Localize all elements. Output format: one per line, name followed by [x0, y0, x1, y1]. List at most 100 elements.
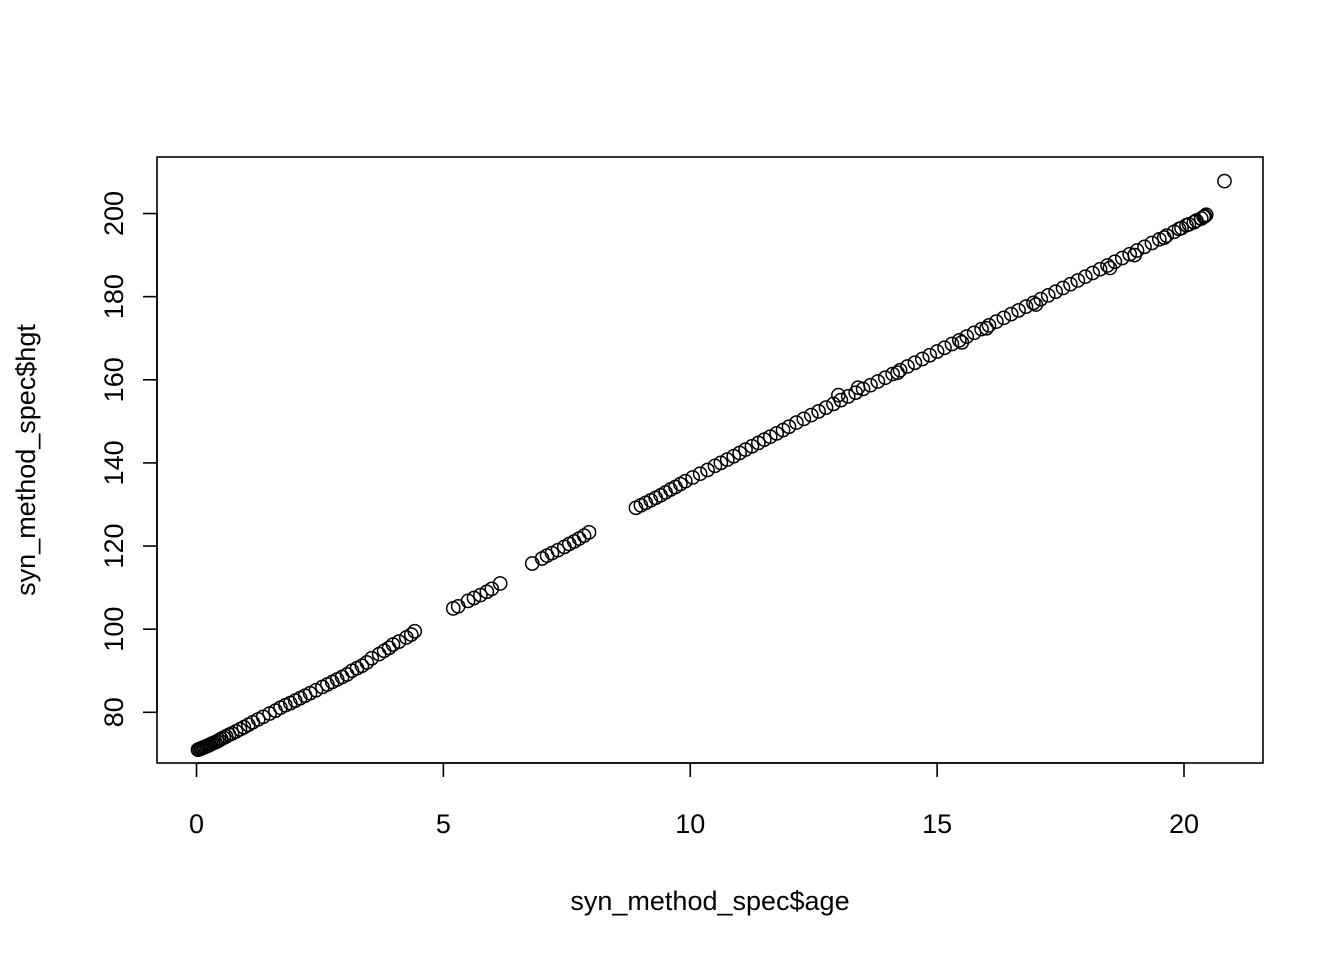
data-point: [566, 534, 582, 549]
data-point: [1070, 273, 1086, 288]
data-point: [1171, 221, 1187, 237]
data-point: [850, 380, 866, 396]
y-axis: 80 100 120 140 160 180 200: [99, 191, 158, 727]
data-point: [1003, 306, 1019, 322]
data-points: [190, 173, 1232, 758]
data-point: [673, 476, 688, 492]
data-point: [892, 362, 908, 378]
data-point: [581, 524, 597, 540]
data-point: [1159, 228, 1175, 243]
data-point: [951, 332, 967, 348]
x-tick-label: 15: [922, 809, 952, 839]
data-point: [796, 411, 812, 427]
y-tick-label: 120: [99, 524, 129, 569]
data-point: [1122, 246, 1138, 262]
data-point: [900, 359, 915, 374]
data-point: [492, 576, 508, 591]
data-point: [359, 655, 375, 670]
data-point: [466, 590, 482, 606]
data-point: [996, 310, 1012, 326]
data-point: [1156, 230, 1172, 245]
data-point: [700, 462, 715, 478]
data-point: [658, 485, 673, 500]
x-tick-label: 20: [1169, 809, 1199, 839]
data-point: [391, 634, 407, 649]
data-point: [1092, 261, 1108, 277]
data-point: [1193, 211, 1209, 226]
data-point: [484, 581, 500, 597]
x-axis-label: syn_method_spec$age: [570, 886, 849, 916]
x-tick-label: 0: [189, 809, 204, 839]
data-point: [979, 320, 994, 336]
y-tick-label: 80: [99, 697, 129, 727]
data-point: [1028, 297, 1044, 312]
data-point: [1102, 260, 1118, 276]
data-point: [1100, 258, 1115, 273]
data-point: [890, 365, 905, 381]
data-point: [840, 389, 856, 404]
data-point: [403, 627, 419, 642]
data-point: [1033, 291, 1049, 307]
data-point: [789, 415, 804, 430]
data-point: [1055, 280, 1071, 296]
data-point: [1186, 214, 1202, 230]
data-point: [877, 370, 893, 386]
data-point: [364, 650, 380, 666]
data-point: [1011, 303, 1026, 318]
data-point: [974, 321, 989, 337]
y-tick-label: 180: [99, 274, 129, 319]
data-point: [1197, 208, 1213, 224]
data-point: [1063, 276, 1078, 292]
data-point: [781, 419, 797, 435]
y-axis-label: syn_method_spec$hgt: [11, 324, 41, 596]
x-tick-label: 5: [436, 809, 451, 839]
data-point: [966, 325, 982, 341]
x-tick-label: 10: [675, 809, 705, 839]
data-point: [929, 344, 945, 359]
y-tick-label: 140: [99, 440, 129, 485]
data-point: [668, 479, 683, 495]
data-point: [1217, 173, 1232, 189]
y-tick-label: 160: [99, 357, 129, 402]
data-point: [571, 531, 587, 546]
y-tick-label: 100: [99, 607, 129, 652]
data-point: [1048, 284, 1063, 300]
data-point: [989, 314, 1004, 329]
data-point: [907, 355, 923, 371]
data-point: [1077, 269, 1093, 285]
data-point: [803, 407, 819, 423]
data-point: [1026, 295, 1041, 311]
data-point: [944, 336, 960, 352]
data-point: [959, 329, 975, 344]
data-point: [1166, 224, 1182, 240]
data-point: [826, 396, 841, 412]
plot-frame: [156, 156, 1264, 764]
data-point: [1144, 235, 1160, 251]
data-point: [692, 466, 708, 482]
data-point: [954, 335, 970, 350]
data-point: [863, 377, 878, 393]
x-axis: 0 5 10 15 20: [189, 762, 1199, 839]
data-point: [677, 473, 693, 489]
data-point: [407, 623, 423, 639]
data-point: [1018, 299, 1034, 314]
y-tick-label: 200: [99, 191, 129, 236]
data-point: [1198, 207, 1214, 223]
data-point: [685, 470, 701, 485]
data-point: [1137, 239, 1152, 255]
data-point: [1127, 247, 1142, 263]
data-point: [870, 374, 886, 389]
data-point: [831, 387, 846, 403]
data-point: [922, 347, 938, 363]
data-point: [1114, 250, 1130, 266]
data-point: [937, 340, 952, 356]
data-point: [381, 640, 397, 656]
data-point: [811, 404, 826, 419]
data-point: [818, 400, 834, 415]
data-point: [1179, 217, 1194, 233]
data-point: [1085, 265, 1101, 281]
data-point: [914, 351, 930, 367]
data-point: [981, 317, 997, 333]
data-point: [450, 598, 466, 614]
